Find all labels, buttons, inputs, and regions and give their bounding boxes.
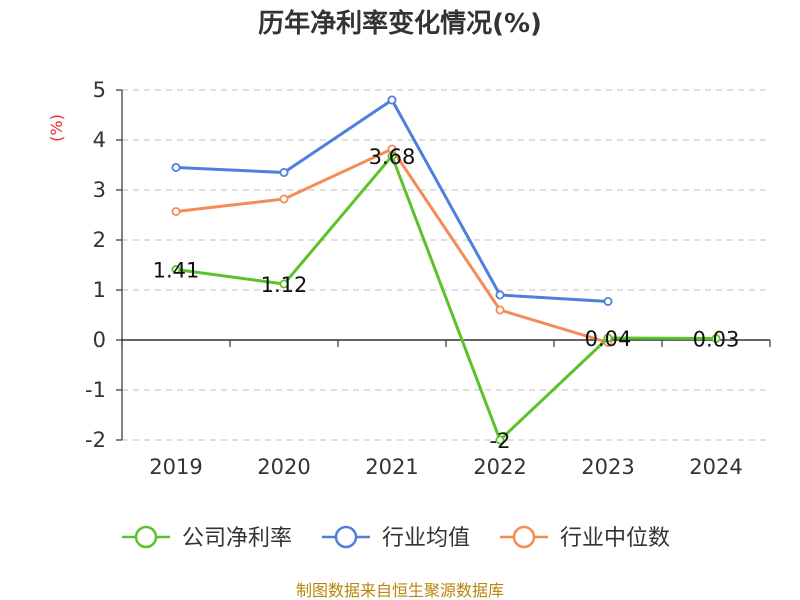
y-tick-label: 3: [93, 178, 106, 202]
legend-marker: [334, 525, 358, 549]
data-label: 0.03: [693, 328, 740, 352]
data-label: 3.68: [369, 145, 416, 169]
y-tick-label: 0: [93, 328, 106, 352]
series-lines: [171, 95, 721, 445]
x-tick-label: 2020: [257, 455, 310, 479]
x-tick-label: 2023: [581, 455, 634, 479]
axes: 5 4 3 2 1 0 -1 -2 2019 2020 2021 2022 2023 2024: [85, 78, 771, 479]
data-point: [279, 279, 289, 289]
data-point: [279, 167, 289, 177]
data-label: 0.04: [585, 327, 632, 351]
data-point: [171, 264, 181, 274]
y-tick-label: 1: [93, 278, 106, 302]
data-point: [279, 194, 289, 204]
y-tick-label: 5: [93, 78, 106, 102]
x-tick-label: 2019: [149, 455, 202, 479]
data-point: [171, 162, 181, 172]
data-label: -2: [490, 429, 511, 453]
data-point: [711, 333, 721, 343]
grid-lines: [122, 89, 770, 441]
y-tick-label: 4: [93, 128, 106, 152]
data-point: [495, 435, 505, 445]
series-line-0: [175, 154, 717, 442]
legend-marker: [512, 525, 536, 549]
legend: 公司净利率 行业均值 行业中位数: [122, 525, 670, 551]
data-point: [603, 333, 613, 343]
x-tick-label: 2024: [689, 455, 742, 479]
series-line-2: [175, 147, 609, 344]
y-tick-label: -2: [85, 428, 106, 452]
data-point: [495, 305, 505, 315]
y-tick-label: 2: [93, 228, 106, 252]
series-line-1: [175, 98, 609, 303]
data-point: [387, 95, 397, 105]
data-label: 1.41: [153, 259, 200, 283]
legend-label: 公司净利率: [182, 526, 292, 551]
x-tick-label: 2021: [365, 455, 418, 479]
legend-marker: [134, 525, 158, 549]
data-label: 1.12: [261, 273, 308, 297]
data-point: [387, 151, 397, 161]
legend-label: 行业均值: [382, 526, 470, 551]
data-point: [171, 206, 181, 216]
x-tick-label: 2022: [473, 455, 526, 479]
data-point: [603, 296, 613, 306]
y-tick-label: -1: [85, 378, 106, 402]
chart-title: 历年净利率变化情况(%): [258, 8, 542, 39]
data-labels: 1.41 1.12 3.68 -2 0.04 0.03: [153, 145, 740, 453]
data-point: [495, 290, 505, 300]
y-axis-label: (%): [47, 114, 66, 142]
source-note: 制图数据来自恒生聚源数据库: [296, 581, 504, 600]
legend-label: 行业中位数: [560, 526, 670, 551]
